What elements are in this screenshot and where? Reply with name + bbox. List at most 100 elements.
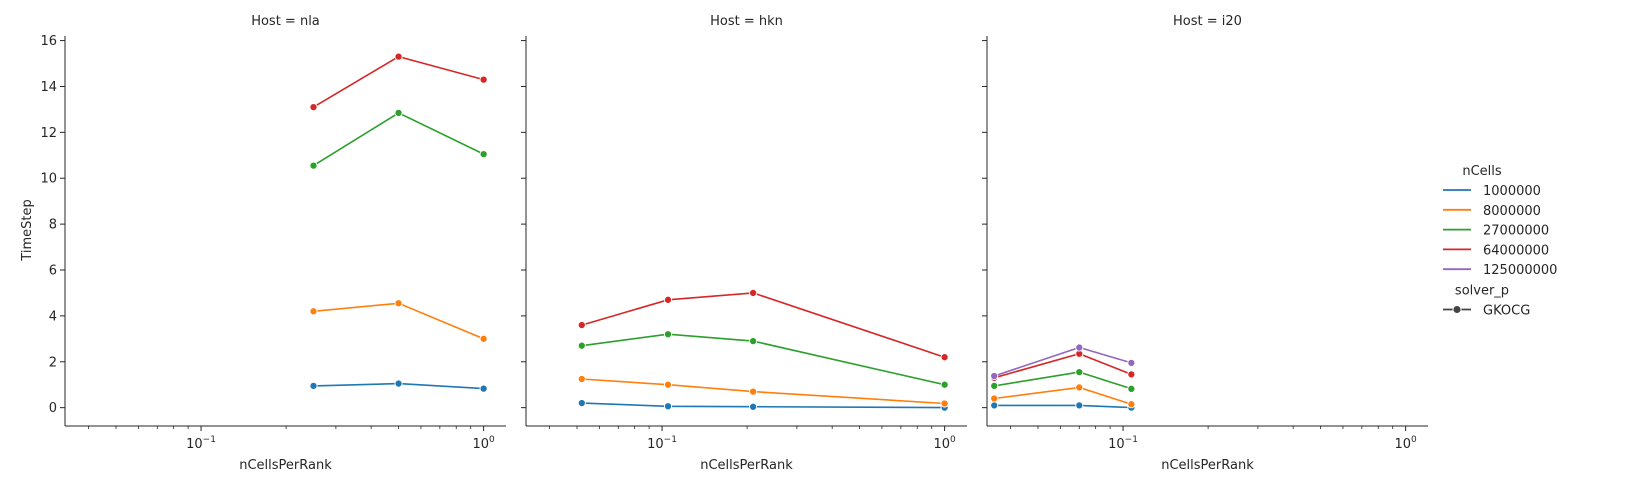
- series-8000000: [309, 299, 488, 343]
- series-27000000: [990, 368, 1136, 393]
- series-64000000: [990, 349, 1136, 382]
- data-point: [479, 384, 488, 393]
- data-point: [1127, 358, 1136, 367]
- x-tick-label: 100: [472, 435, 495, 452]
- y-axis-label: TimeStep: [20, 199, 35, 261]
- y-tick-label: 16: [40, 34, 57, 49]
- series-line: [313, 111, 484, 167]
- data-point: [990, 401, 999, 410]
- series-line: [581, 402, 945, 409]
- series-1000000: [309, 379, 488, 393]
- series-line: [313, 55, 484, 108]
- series-line: [994, 386, 1132, 405]
- data-point: [749, 288, 758, 297]
- data-point: [479, 150, 488, 159]
- data-point: [1127, 384, 1136, 393]
- x-tick-label: 100: [933, 435, 956, 452]
- data-point: [577, 341, 586, 350]
- legend-item: 64000000: [1443, 243, 1549, 258]
- data-point: [309, 381, 318, 390]
- legend-item: GKOCG: [1443, 304, 1530, 319]
- data-point: [1075, 383, 1084, 392]
- data-point: [479, 75, 488, 84]
- x-tick-label: 100: [1394, 435, 1417, 452]
- data-point: [1075, 368, 1084, 377]
- data-point: [394, 52, 403, 61]
- data-point: [940, 380, 949, 389]
- data-point: [577, 374, 586, 384]
- data-point: [749, 337, 758, 346]
- legend-marker: [1452, 305, 1462, 314]
- series-8000000: [990, 383, 1136, 409]
- x-tick-label: 10−1: [186, 435, 216, 452]
- series-line: [313, 302, 484, 340]
- series-27000000: [309, 108, 488, 170]
- data-point: [663, 330, 673, 339]
- data-point: [940, 353, 949, 362]
- panel-3: Host = i20 10−1 100 nCellsPerRank: [982, 14, 1428, 473]
- series-line: [581, 333, 945, 386]
- panel-title: Host = i20: [1173, 14, 1242, 29]
- series-64000000: [309, 52, 488, 112]
- data-point: [749, 387, 758, 396]
- legend-label: 1000000: [1483, 184, 1541, 199]
- data-point: [577, 321, 586, 330]
- data-point: [940, 399, 949, 408]
- y-tick-label: 8: [49, 218, 57, 233]
- data-point: [1127, 400, 1136, 409]
- legend-label: 8000000: [1483, 204, 1541, 219]
- data-point: [1075, 343, 1084, 352]
- data-point: [749, 402, 758, 411]
- series-64000000: [577, 288, 949, 362]
- data-point: [1127, 370, 1136, 379]
- data-point: [1075, 401, 1084, 410]
- data-point: [309, 307, 318, 316]
- data-point: [990, 381, 999, 390]
- series-27000000: [577, 330, 949, 389]
- y-tick-label: 4: [49, 309, 57, 324]
- data-point: [990, 394, 999, 403]
- y-tick-label: 12: [40, 126, 57, 141]
- y-tick-label: 6: [49, 264, 57, 279]
- series-line: [581, 292, 945, 358]
- legend: nCells 1000000 8000000 27000000 64000000 1250…: [1443, 164, 1557, 319]
- x-tick-label: 10−1: [1108, 435, 1138, 452]
- legend-style-title: solver_p: [1455, 284, 1509, 299]
- facet-panels: Host = nla 0 2 4 6 8 10 12 14 16 10−1 100 nCellsPerR…: [40, 14, 1428, 473]
- legend-item: 27000000: [1443, 224, 1549, 239]
- legend-item: 8000000: [1443, 204, 1541, 219]
- panel-2: Host = hkn 10−1 100 nCellsPerRank: [521, 14, 967, 473]
- panel-title: Host = hkn: [710, 14, 783, 29]
- y-tick-label: 14: [40, 80, 57, 95]
- y-tick-label: 10: [40, 172, 57, 187]
- legend-label: 125000000: [1483, 263, 1557, 278]
- data-point: [309, 103, 318, 112]
- data-point: [394, 379, 403, 388]
- y-tick-label: 0: [49, 401, 57, 416]
- data-point: [577, 399, 586, 408]
- data-point: [990, 371, 999, 381]
- data-point: [663, 402, 673, 411]
- panel-title: Host = nla: [251, 14, 320, 29]
- series-line: [994, 404, 1132, 409]
- legend-label: 27000000: [1483, 224, 1549, 239]
- series-1000000: [990, 401, 1136, 412]
- series-line: [581, 378, 945, 405]
- data-point: [394, 299, 403, 308]
- data-point: [479, 334, 488, 343]
- data-point: [663, 295, 673, 304]
- data-point: [394, 108, 403, 117]
- series-8000000: [577, 374, 949, 408]
- data-point: [663, 380, 673, 389]
- series-1000000: [577, 399, 949, 412]
- x-axis-label: nCellsPerRank: [1161, 458, 1254, 473]
- legend-hue-title: nCells: [1462, 164, 1502, 179]
- x-axis-label: nCellsPerRank: [239, 458, 332, 473]
- legend-label: GKOCG: [1483, 304, 1530, 319]
- x-axis-label: nCellsPerRank: [700, 458, 793, 473]
- y-tick-label: 2: [49, 355, 57, 370]
- legend-item: 1000000: [1443, 184, 1541, 199]
- x-tick-label: 10−1: [647, 435, 677, 452]
- series-125000000: [990, 343, 1136, 381]
